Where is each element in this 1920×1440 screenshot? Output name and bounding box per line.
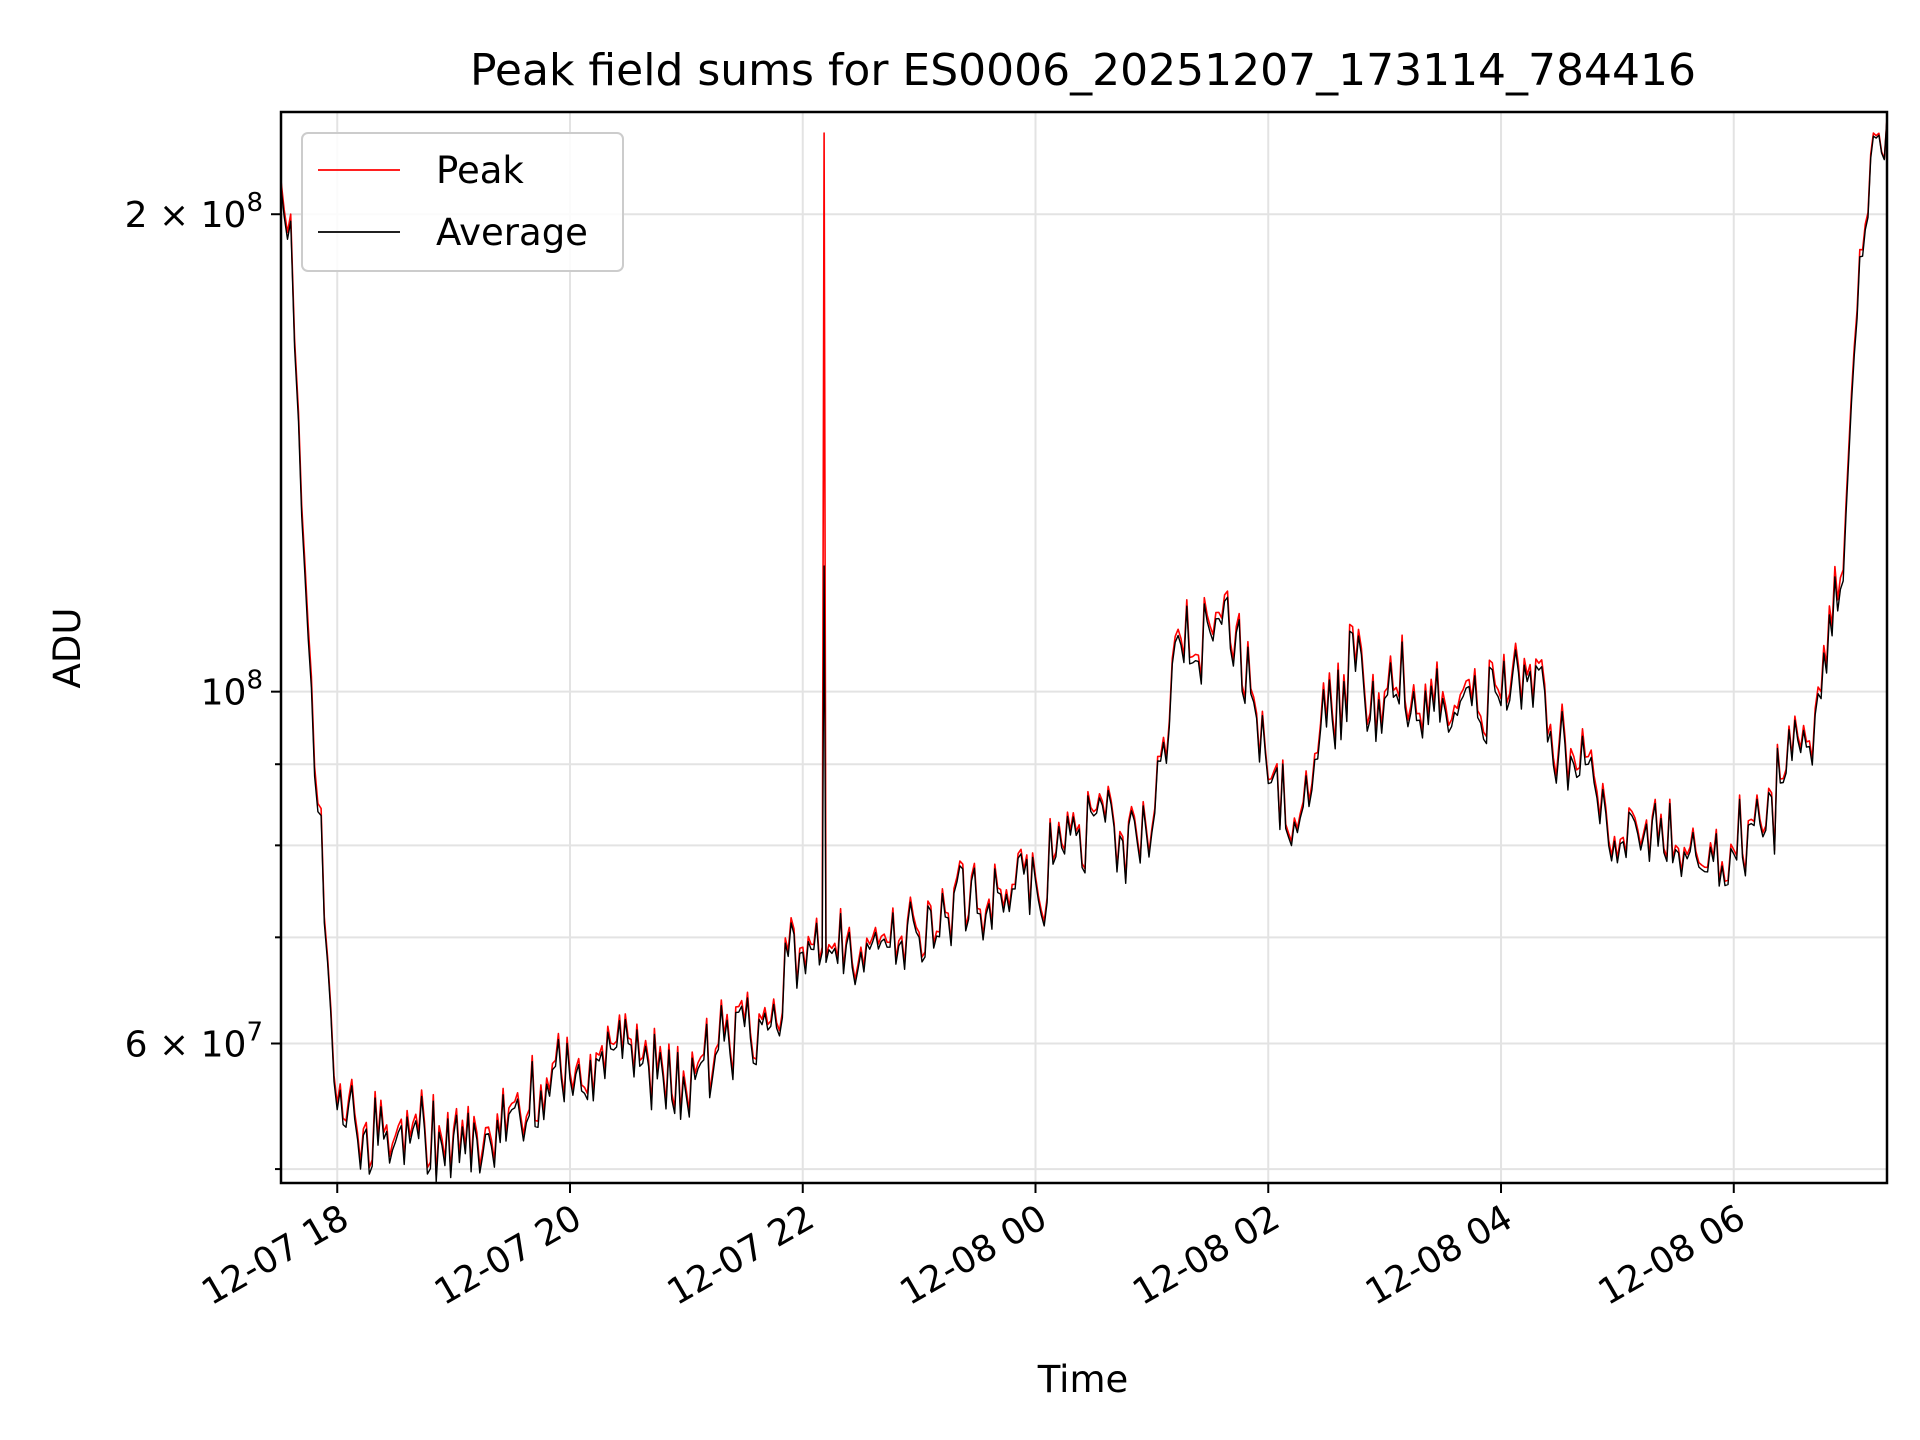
y-tick-mantissa: 6 bbox=[125, 1025, 148, 1066]
y-tick-times: × bbox=[148, 1025, 201, 1066]
y-tick-times: × bbox=[148, 195, 201, 236]
x-tick-label: 12-07 22 bbox=[661, 1197, 822, 1313]
series-line-average bbox=[281, 117, 1887, 1183]
y-tick-exponent: 8 bbox=[246, 188, 263, 218]
y-tick-mantissa: 2 bbox=[125, 195, 148, 236]
x-axis-label: Time bbox=[1037, 1358, 1129, 1401]
series-line-peak bbox=[281, 117, 1887, 1177]
x-tick-label: 12-07 20 bbox=[428, 1197, 589, 1313]
plot-frame bbox=[279, 110, 1889, 1185]
x-axis-ticks: 12-07 18 12-07 20 12-07 22 12-08 00 12-08 02… bbox=[195, 1183, 1752, 1314]
y-tick-label: 6 × 107 bbox=[125, 1018, 263, 1066]
y-tick-base: 10 bbox=[201, 195, 247, 236]
y-tick-label: 2 × 108 bbox=[125, 188, 263, 236]
x-tick-label: 12-08 04 bbox=[1359, 1197, 1520, 1313]
y-tick-base: 10 bbox=[201, 1025, 247, 1066]
legend-label-peak: Peak bbox=[436, 149, 524, 192]
x-tick-label: 12-07 18 bbox=[195, 1197, 356, 1313]
y-tick-base: 10 bbox=[201, 673, 247, 714]
x-tick-label: 12-08 00 bbox=[893, 1197, 1054, 1313]
legend-box bbox=[301, 132, 624, 272]
chart-title: Peak field sums for ES0006_20251207_1731… bbox=[470, 45, 1696, 96]
y-tick-exponent: 8 bbox=[246, 666, 263, 696]
y-tick-exponent: 7 bbox=[246, 1018, 263, 1048]
x-tick-label: 12-08 02 bbox=[1126, 1197, 1287, 1313]
x-tick-label: 12-08 06 bbox=[1592, 1197, 1753, 1313]
legend: Peak Average bbox=[301, 132, 624, 272]
y-tick-label: 108 bbox=[201, 666, 263, 714]
series-layer bbox=[281, 117, 1887, 1183]
legend-label-average: Average bbox=[436, 211, 588, 254]
grid bbox=[281, 112, 1887, 1183]
y-axis-label: ADU bbox=[46, 608, 89, 689]
